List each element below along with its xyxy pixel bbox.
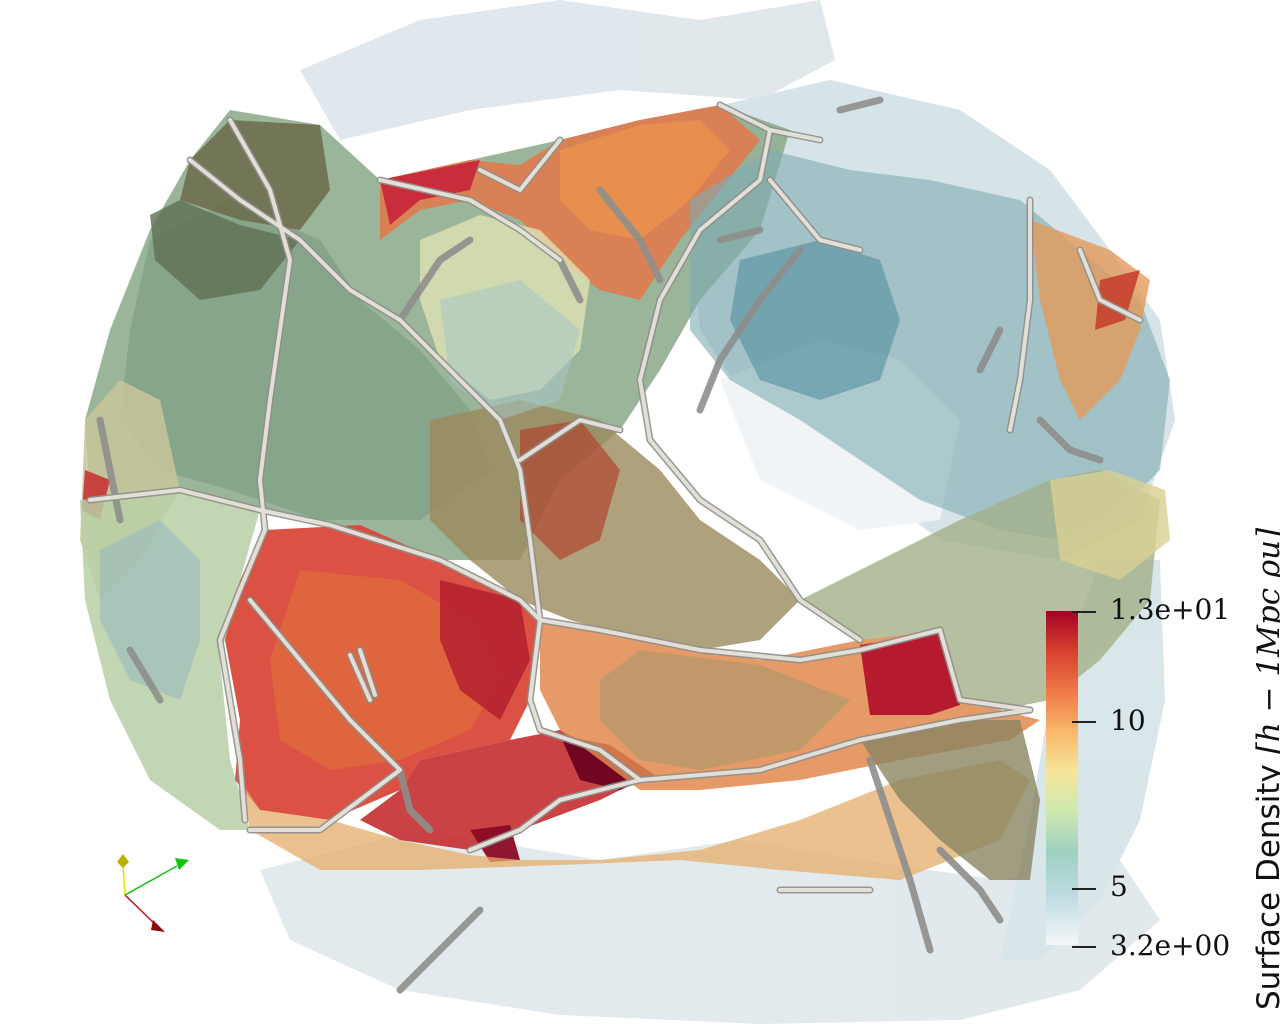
orientation-axes-widget [117,854,189,932]
colorbar-tick-min [1072,946,1096,948]
colorbar-label-max: 1.3e+01 [1110,593,1231,626]
filaments [86,96,1144,994]
colorbar-label-min: 3.2e+00 [1110,929,1231,962]
colorbar-title: Surface Density [h − 1Mpc ρu] [1251,527,1280,1010]
colorbar-tick-5 [1072,888,1096,890]
colorbar-gradient [1046,611,1078,945]
y-axis-arrow [122,864,126,896]
colorbar-tick-10 [1072,721,1096,723]
colorbar-title-text: Surface Density [1251,764,1280,1010]
colorbar-tick-max [1072,611,1096,613]
colorbar-label-10: 10 [1110,704,1146,737]
colorbar-title-unit: [h − 1Mpc ρu] [1251,527,1280,755]
colorbar-label-5: 5 [1110,870,1128,903]
wall-surfaces [80,105,1170,880]
colorbar [1046,611,1078,945]
x-axis-arrowhead [151,920,165,932]
z-axis-arrow [124,865,178,896]
y-axis-arrowhead [117,854,129,868]
x-axis-arrow [124,894,158,927]
z-axis-arrowhead [175,858,189,870]
